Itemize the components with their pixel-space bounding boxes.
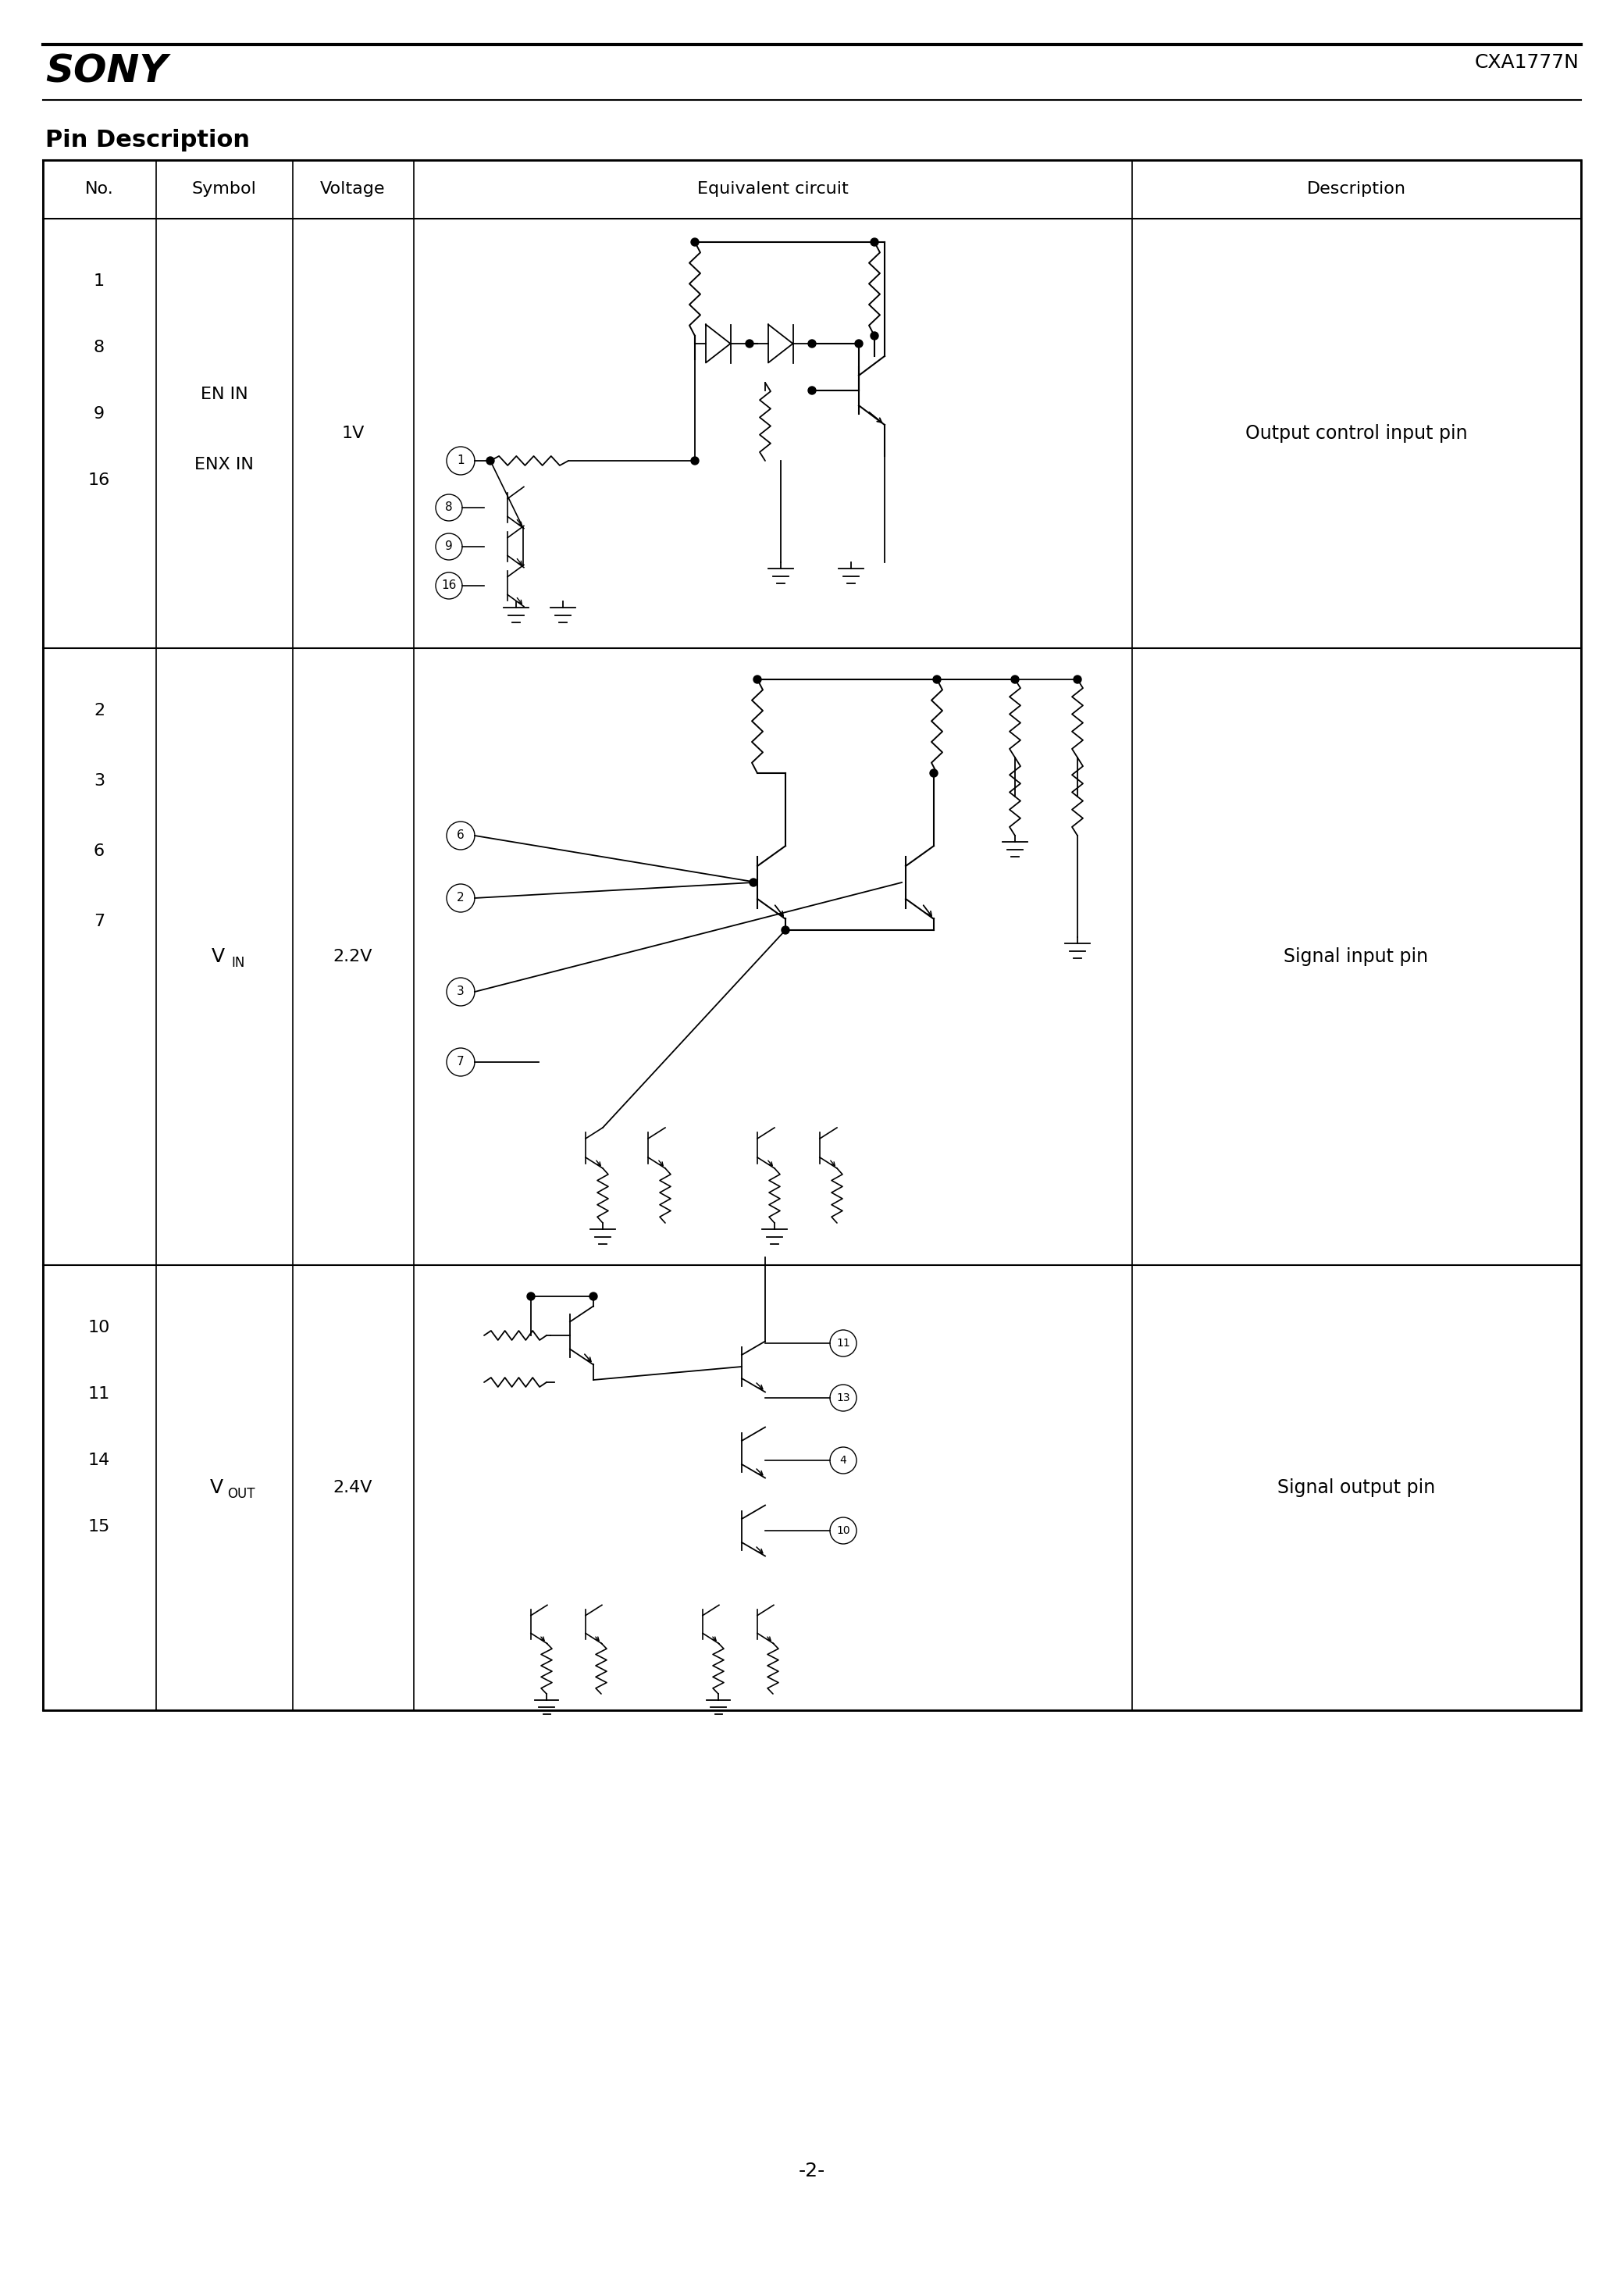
Circle shape (745, 339, 754, 349)
Text: 2.2V: 2.2V (333, 950, 372, 964)
Circle shape (809, 339, 815, 349)
Circle shape (754, 677, 762, 683)
Text: 16: 16 (88, 472, 110, 487)
Text: 3: 3 (456, 986, 464, 998)
Circle shape (931, 770, 937, 777)
Bar (42, 159, 1582, 1711)
Text: Symbol: Symbol (192, 182, 257, 196)
Text: 11: 11 (88, 1387, 110, 1401)
Text: Output control input pin: Output control input pin (1246, 424, 1468, 442)
Text: 2.4V: 2.4V (333, 1481, 372, 1494)
Text: Description: Description (1307, 182, 1406, 196)
Circle shape (809, 387, 815, 394)
Text: 4: 4 (840, 1456, 846, 1465)
Text: 7: 7 (94, 913, 104, 929)
Circle shape (750, 879, 757, 886)
Circle shape (781, 927, 789, 934)
Circle shape (690, 239, 698, 246)
Circle shape (854, 339, 862, 349)
Circle shape (528, 1292, 534, 1301)
Text: 10: 10 (836, 1526, 849, 1535)
Text: 15: 15 (88, 1519, 110, 1535)
Text: -2-: -2- (799, 2162, 825, 2180)
Text: 2: 2 (456, 893, 464, 904)
Text: Signal input pin: Signal input pin (1285, 948, 1429, 966)
Circle shape (1073, 677, 1082, 683)
Text: 6: 6 (94, 843, 104, 859)
Text: 7: 7 (456, 1057, 464, 1068)
Text: 8: 8 (94, 339, 104, 355)
Text: V: V (211, 948, 224, 966)
Text: SONY: SONY (45, 52, 167, 91)
Text: 16: 16 (442, 581, 456, 592)
Circle shape (487, 458, 494, 465)
Text: 1: 1 (94, 273, 104, 289)
Circle shape (690, 458, 698, 465)
Text: 8: 8 (445, 501, 453, 513)
Text: IN: IN (231, 957, 245, 970)
Text: 14: 14 (88, 1453, 110, 1467)
Text: 6: 6 (456, 829, 464, 841)
Circle shape (934, 677, 940, 683)
Text: 3: 3 (94, 772, 104, 788)
Text: Equivalent circuit: Equivalent circuit (697, 182, 849, 196)
Text: CXA1777N: CXA1777N (1475, 52, 1579, 73)
Text: ENX IN: ENX IN (195, 458, 253, 472)
Circle shape (870, 333, 879, 339)
Text: Voltage: Voltage (320, 182, 385, 196)
Text: 1: 1 (456, 456, 464, 467)
Text: 10: 10 (88, 1319, 110, 1335)
Text: 1V: 1V (341, 426, 364, 442)
Circle shape (1012, 677, 1018, 683)
Circle shape (870, 239, 879, 246)
Text: 9: 9 (94, 405, 104, 421)
Text: 11: 11 (836, 1337, 849, 1349)
Text: 2: 2 (94, 704, 104, 718)
Text: Signal output pin: Signal output pin (1276, 1478, 1436, 1497)
Circle shape (590, 1292, 598, 1301)
Text: 13: 13 (836, 1392, 849, 1403)
Text: No.: No. (84, 182, 114, 196)
Text: EN IN: EN IN (200, 387, 248, 403)
Text: Pin Description: Pin Description (45, 130, 250, 153)
Text: 9: 9 (445, 540, 453, 554)
Text: OUT: OUT (227, 1488, 255, 1501)
Text: V: V (209, 1478, 222, 1497)
